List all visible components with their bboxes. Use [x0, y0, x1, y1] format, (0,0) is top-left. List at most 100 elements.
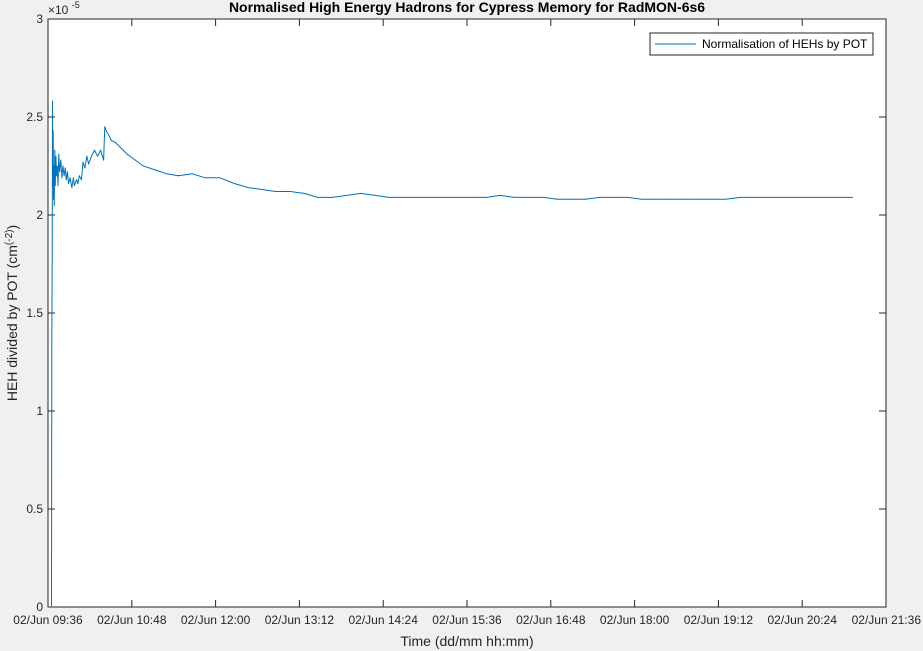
x-tick-label: 02/Jun 12:00 — [181, 613, 251, 627]
data-point — [360, 192, 362, 194]
y-tick-label: 0.5 — [26, 502, 43, 516]
data-point — [61, 177, 63, 179]
data-point — [63, 175, 65, 177]
data-point — [275, 191, 276, 192]
data-point — [332, 196, 333, 198]
data-point — [346, 194, 348, 196]
y-axis-ticks: 0 0.5 1 1.5 2 2.5 3 — [26, 12, 886, 614]
data-point — [485, 196, 487, 198]
data-point — [472, 196, 473, 198]
data-point — [53, 198, 54, 200]
x-axis-ticks: 02/Jun 09:36 02/Jun 10:48 02/Jun 12:00 02/J… — [13, 19, 921, 627]
data-point — [154, 169, 156, 171]
data-point — [104, 126, 106, 128]
data-point — [110, 140, 112, 141]
x-tick-label: 02/Jun 14:24 — [348, 613, 418, 627]
data-point — [86, 155, 88, 157]
data-point — [89, 159, 91, 161]
data-point — [65, 179, 67, 181]
data-point — [97, 155, 99, 157]
data-point — [91, 153, 93, 155]
x-tick-label: 02/Jun 18:00 — [600, 613, 670, 627]
y-exponent-base: ×10 — [48, 3, 69, 17]
data-point — [683, 198, 685, 200]
data-point — [429, 196, 431, 198]
x-tick-label: 02/Jun 20:24 — [767, 613, 837, 627]
y-tick-label: 1.5 — [26, 306, 43, 320]
data-point — [444, 196, 446, 198]
data-point — [416, 196, 418, 198]
x-tick-label: 02/Jun 10:48 — [97, 613, 167, 627]
data-point — [94, 149, 96, 151]
data-point — [68, 183, 69, 185]
data-point — [100, 149, 102, 151]
data-point — [166, 173, 168, 175]
data-point — [134, 159, 136, 161]
data-point — [142, 165, 144, 167]
data-point — [59, 171, 61, 173]
data-point — [739, 196, 741, 198]
y-tick-label: 2 — [36, 208, 43, 222]
data-point — [261, 189, 263, 190]
y-axis-label-suffix: ) — [4, 225, 20, 230]
data-point — [52, 130, 54, 132]
data-point — [795, 196, 797, 198]
data-point — [543, 196, 545, 198]
data-point — [781, 196, 783, 198]
data-point — [711, 198, 713, 200]
data-point — [317, 196, 319, 198]
data-point — [69, 177, 71, 179]
y-tick-label: 0 — [36, 600, 43, 614]
data-point — [177, 175, 179, 177]
data-point — [71, 187, 73, 189]
x-tick-label: 02/Jun 21:36 — [852, 613, 922, 627]
data-point — [51, 345, 53, 347]
data-point — [234, 183, 236, 185]
data-point — [753, 196, 755, 198]
data-point — [115, 142, 116, 143]
data-point — [82, 161, 84, 163]
data-point — [120, 147, 122, 149]
data-point — [64, 167, 66, 169]
data-point — [103, 159, 105, 161]
data-point — [402, 196, 404, 198]
x-axis-label: Time (dd/mm hh:mm) — [400, 633, 533, 649]
series-points — [51, 100, 854, 608]
data-point — [837, 196, 839, 198]
data-point — [654, 198, 656, 200]
data-point — [247, 187, 249, 189]
data-point — [56, 165, 58, 167]
data-point — [852, 196, 854, 198]
data-point — [56, 175, 57, 177]
y-tick-label: 3 — [36, 12, 43, 26]
y-axis-label-superscript: (-2) — [4, 229, 15, 245]
data-point — [599, 196, 601, 198]
data-point — [374, 194, 376, 196]
data-point — [52, 185, 54, 187]
data-point — [669, 198, 670, 200]
data-point — [613, 196, 615, 198]
data-point — [60, 159, 62, 161]
data-point — [641, 198, 643, 200]
data-point — [697, 198, 699, 200]
data-point — [219, 177, 221, 179]
y-exponent-label: ×10 -5 — [48, 0, 80, 17]
y-exponent-power: -5 — [72, 0, 80, 10]
data-point — [528, 196, 530, 198]
x-tick-label: 02/Jun 15:36 — [432, 613, 502, 627]
y-axis-label-prefix: HEH divided by POT (cm — [4, 245, 20, 401]
data-point — [556, 198, 558, 200]
data-point — [108, 134, 109, 136]
data-point — [388, 196, 390, 198]
legend: Normalisation of HEHs by POT — [649, 32, 874, 56]
plot-area — [47, 18, 887, 608]
data-point — [499, 194, 501, 196]
data-point — [53, 165, 55, 167]
data-point — [73, 185, 75, 187]
y-tick-label: 1 — [36, 404, 43, 418]
x-tick-label: 02/Jun 19:12 — [684, 613, 754, 627]
data-point — [52, 100, 53, 102]
data-point — [204, 177, 206, 179]
legend-box — [649, 32, 874, 56]
